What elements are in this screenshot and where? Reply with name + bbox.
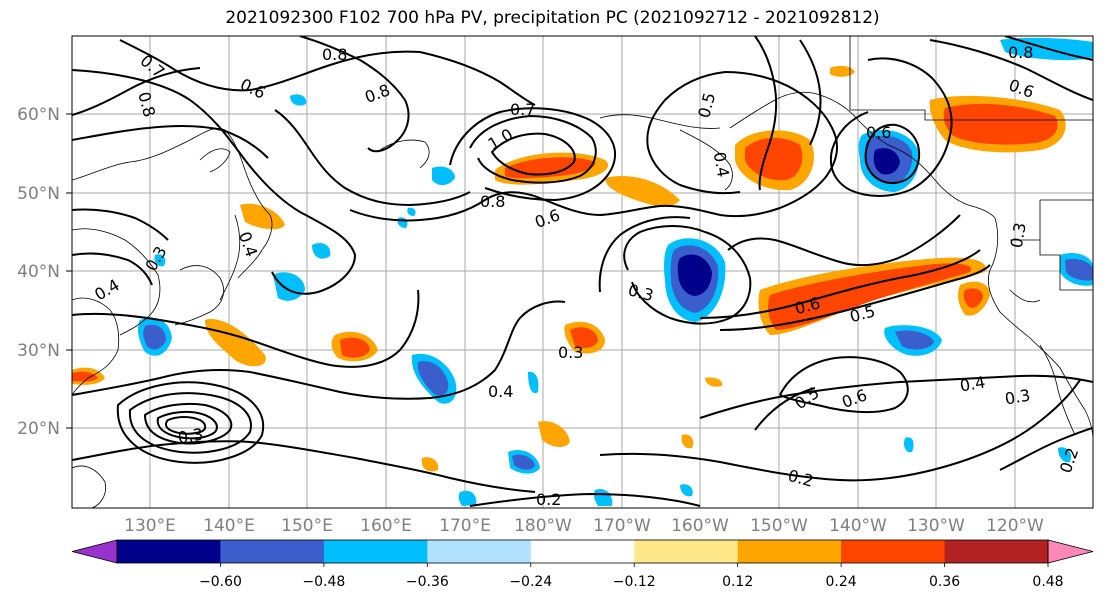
lat-label: 30°N (17, 341, 60, 361)
lon-label: 130°W (907, 516, 965, 536)
colorbar-swatch (737, 540, 842, 563)
lon-label: 120°W (986, 516, 1044, 536)
colorbar-swatch (323, 540, 428, 563)
contour-label: 0.8 (480, 192, 505, 211)
map-frame (71, 35, 1094, 509)
pv-contours (72, 36, 1093, 507)
colorbar-swatch (427, 540, 532, 563)
colorbar-label: 0.12 (722, 574, 753, 590)
contour-label: 0.4 (488, 382, 513, 401)
colorbar-swatch (220, 540, 325, 563)
latitude-labels: 60°N 50°N 40°N 30°N 20°N (17, 105, 60, 439)
colorbar-label: −0.24 (509, 574, 552, 590)
lon-label: 140°E (203, 516, 255, 536)
contour-label: 0.4 (958, 372, 986, 395)
contour-label: 0.8 (322, 45, 347, 64)
lon-label: 160°E (360, 516, 412, 536)
lat-label: 20°N (17, 419, 60, 439)
lat-label: 40°N (17, 262, 60, 282)
colorbar-swatch (634, 540, 739, 563)
lon-label: 160°W (671, 516, 729, 536)
colorbar-extend-max (1047, 539, 1094, 564)
lat-label: 50°N (17, 184, 60, 204)
colorbar-swatch (944, 540, 1049, 563)
axis-ticks (66, 113, 72, 429)
colorbar-label: 0.24 (826, 574, 857, 590)
longitude-labels: 130°E 140°E 150°E 160°E 170°E 180°W 170°… (124, 516, 1044, 536)
graticule (72, 36, 1093, 508)
colorbar-swatch (117, 540, 221, 563)
colorbar-label: 0.48 (1032, 574, 1063, 590)
lon-label: 150°W (750, 516, 808, 536)
colorbar-label: 0.36 (929, 574, 960, 590)
colorbar-swatch (530, 540, 635, 563)
lon-label: 140°W (829, 516, 887, 536)
lon-label: 130°E (124, 516, 176, 536)
lon-label: 170°W (593, 516, 651, 536)
colorbar-border (116, 539, 1049, 564)
colorbar-extend-min (71, 539, 118, 564)
colorbar: −0.60 −0.48 −0.36 −0.24 −0.12 0.12 0.24 0.36 0.4… (71, 539, 1094, 590)
contour-label: 0.3 (1003, 385, 1031, 408)
colorbar-swatch (841, 540, 946, 563)
map-title: 2021092300 F102 700 hPa PV, precipitatio… (225, 8, 880, 28)
contour-label: 0.3 (1007, 221, 1030, 249)
contour-label: 0.2 (536, 490, 561, 509)
colorbar-label: −0.36 (406, 574, 449, 590)
colorbar-label: −0.12 (613, 574, 656, 590)
lon-label: 180°W (514, 516, 572, 536)
lon-label: 150°E (281, 516, 333, 536)
contour-label: 0.3 (558, 343, 583, 362)
colorbar-label: −0.60 (199, 574, 242, 590)
contour-label: 0.8 (1008, 43, 1033, 62)
contour-label: 0.4 (710, 150, 733, 178)
contour-label: 0.6 (866, 123, 891, 142)
colorbar-label: −0.48 (302, 574, 345, 590)
lat-label: 60°N (17, 105, 60, 125)
contour-label: 0.3 (176, 424, 204, 447)
lon-label: 170°E (439, 516, 491, 536)
contour-label: 0.7 (510, 100, 535, 119)
